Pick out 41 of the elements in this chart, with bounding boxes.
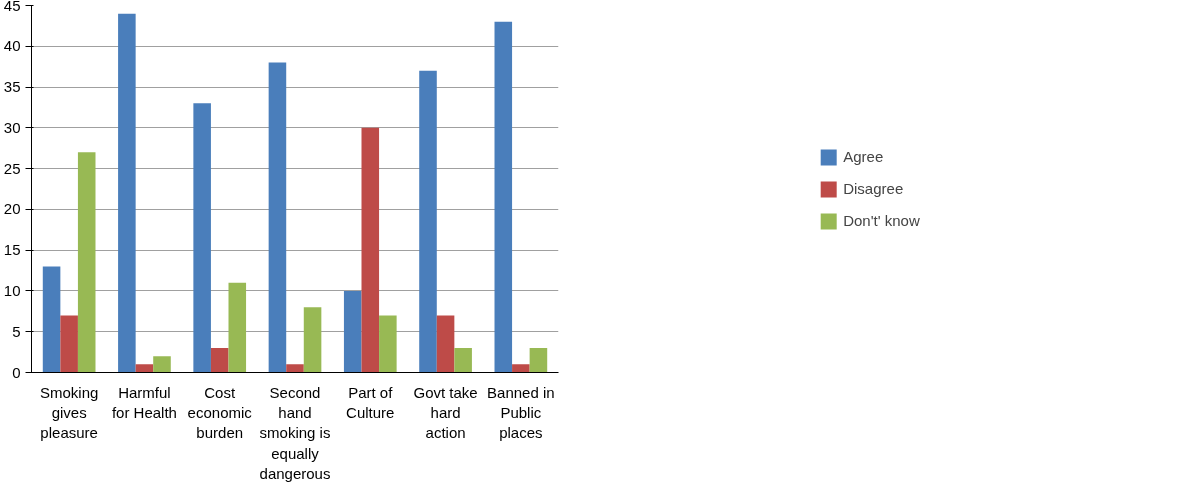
y-tick-label: 25 xyxy=(3,159,21,177)
bar xyxy=(77,152,96,373)
x-tick-label: Part of Culture xyxy=(346,383,395,421)
bar xyxy=(193,103,211,373)
y-tick-label: 5 xyxy=(12,322,21,340)
y-tick-label: 40 xyxy=(3,37,21,55)
bar xyxy=(419,70,437,373)
x-tick-label: Govt take hard action xyxy=(413,383,478,442)
bar xyxy=(361,127,380,373)
bar xyxy=(454,348,472,373)
y-tick-label: 10 xyxy=(3,281,21,299)
legend-label: Agree xyxy=(843,148,884,165)
bar xyxy=(286,364,304,373)
bar xyxy=(118,13,136,373)
bar xyxy=(268,62,287,373)
bar xyxy=(135,364,154,373)
bar xyxy=(436,315,455,373)
bar xyxy=(42,266,61,373)
legend-label: Don't' know xyxy=(843,212,920,229)
y-tick-label: 0 xyxy=(12,363,21,381)
x-tick-label: Smoking gives pleasure xyxy=(39,383,99,442)
x-tick-label: Banned in Public places xyxy=(487,383,555,442)
y-tick-label: 15 xyxy=(3,241,21,259)
x-tick-label: Harmful for Health xyxy=(111,383,177,421)
y-tick-label: 30 xyxy=(3,118,21,136)
bar xyxy=(60,315,78,373)
x-tick-label: Second hand smoking is equally dangerous xyxy=(259,383,331,483)
bar xyxy=(228,282,247,373)
bar xyxy=(343,290,362,373)
x-tick-label: Cost economic burden xyxy=(187,383,253,442)
bar xyxy=(494,21,513,373)
y-tick-label: 35 xyxy=(3,78,21,96)
bar xyxy=(303,307,322,373)
bar xyxy=(512,364,530,373)
y-tick-label: 20 xyxy=(3,200,21,218)
bar xyxy=(529,348,548,373)
bar xyxy=(379,315,397,373)
y-tick-label: 45 xyxy=(3,0,21,14)
legend-label: Disagree xyxy=(843,180,904,197)
bar xyxy=(153,356,171,373)
bar xyxy=(210,348,229,373)
